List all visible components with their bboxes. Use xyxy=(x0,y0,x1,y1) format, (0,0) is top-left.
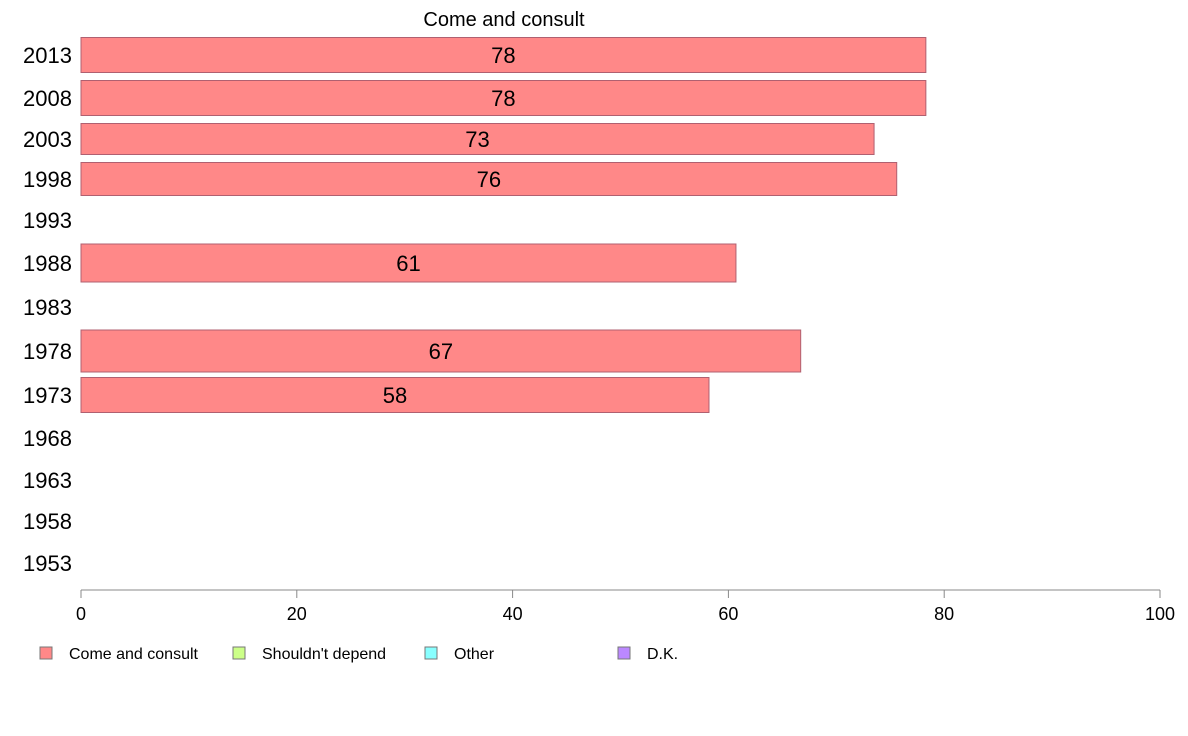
bar-value-label: 73 xyxy=(465,127,489,152)
bar-value-label: 67 xyxy=(429,339,453,364)
y-tick-label: 2013 xyxy=(23,43,72,68)
bar xyxy=(80,123,875,155)
y-tick-label: 1963 xyxy=(23,468,72,493)
x-tick-label: 20 xyxy=(287,604,307,624)
bar-value-label: 61 xyxy=(396,251,420,276)
x-tick-label: 60 xyxy=(718,604,738,624)
x-tick-label: 80 xyxy=(934,604,954,624)
bar xyxy=(80,329,802,373)
x-axis: 0 20 40 60 80 100 xyxy=(76,589,1175,624)
legend-label: D.K. xyxy=(647,646,678,663)
legend-swatch xyxy=(617,646,631,660)
legend-swatch xyxy=(424,646,438,660)
legend: Come and consult Shouldn't depend Other D.K… xyxy=(39,646,678,663)
bar xyxy=(80,80,927,116)
legend-label: Other xyxy=(454,646,495,663)
chart-title: Come and consult xyxy=(423,9,585,31)
y-tick-label: 1983 xyxy=(23,295,72,320)
y-tick-label: 2003 xyxy=(23,127,72,152)
x-tick-label: 100 xyxy=(1145,604,1175,624)
bar-value-label: 58 xyxy=(383,383,407,408)
bar-value-label: 78 xyxy=(491,86,515,111)
bar xyxy=(80,37,927,73)
legend-label: Shouldn't depend xyxy=(262,646,386,663)
y-tick-label: 1973 xyxy=(23,383,72,408)
bar xyxy=(80,243,737,283)
bar-value-label: 78 xyxy=(491,43,515,68)
y-tick-label: 2008 xyxy=(23,86,72,111)
y-tick-label: 1988 xyxy=(23,251,72,276)
y-tick-label: 1968 xyxy=(23,426,72,451)
y-tick-label: 1993 xyxy=(23,208,72,233)
y-tick-label: 1998 xyxy=(23,167,72,192)
bar-value-label: 76 xyxy=(477,167,501,192)
x-tick-label: 0 xyxy=(76,604,86,624)
bar xyxy=(80,162,898,196)
legend-swatch xyxy=(39,646,53,660)
y-tick-label: 1978 xyxy=(23,339,72,364)
y-tick-label: 1958 xyxy=(23,509,72,534)
legend-label: Come and consult xyxy=(69,646,199,663)
y-axis-labels: 2013 2008 2003 1998 1993 1988 1983 1978 1973 1968… xyxy=(23,43,72,576)
y-tick-label: 1953 xyxy=(23,551,72,576)
bar xyxy=(80,377,710,413)
x-tick-label: 40 xyxy=(503,604,523,624)
legend-swatch xyxy=(232,646,246,660)
